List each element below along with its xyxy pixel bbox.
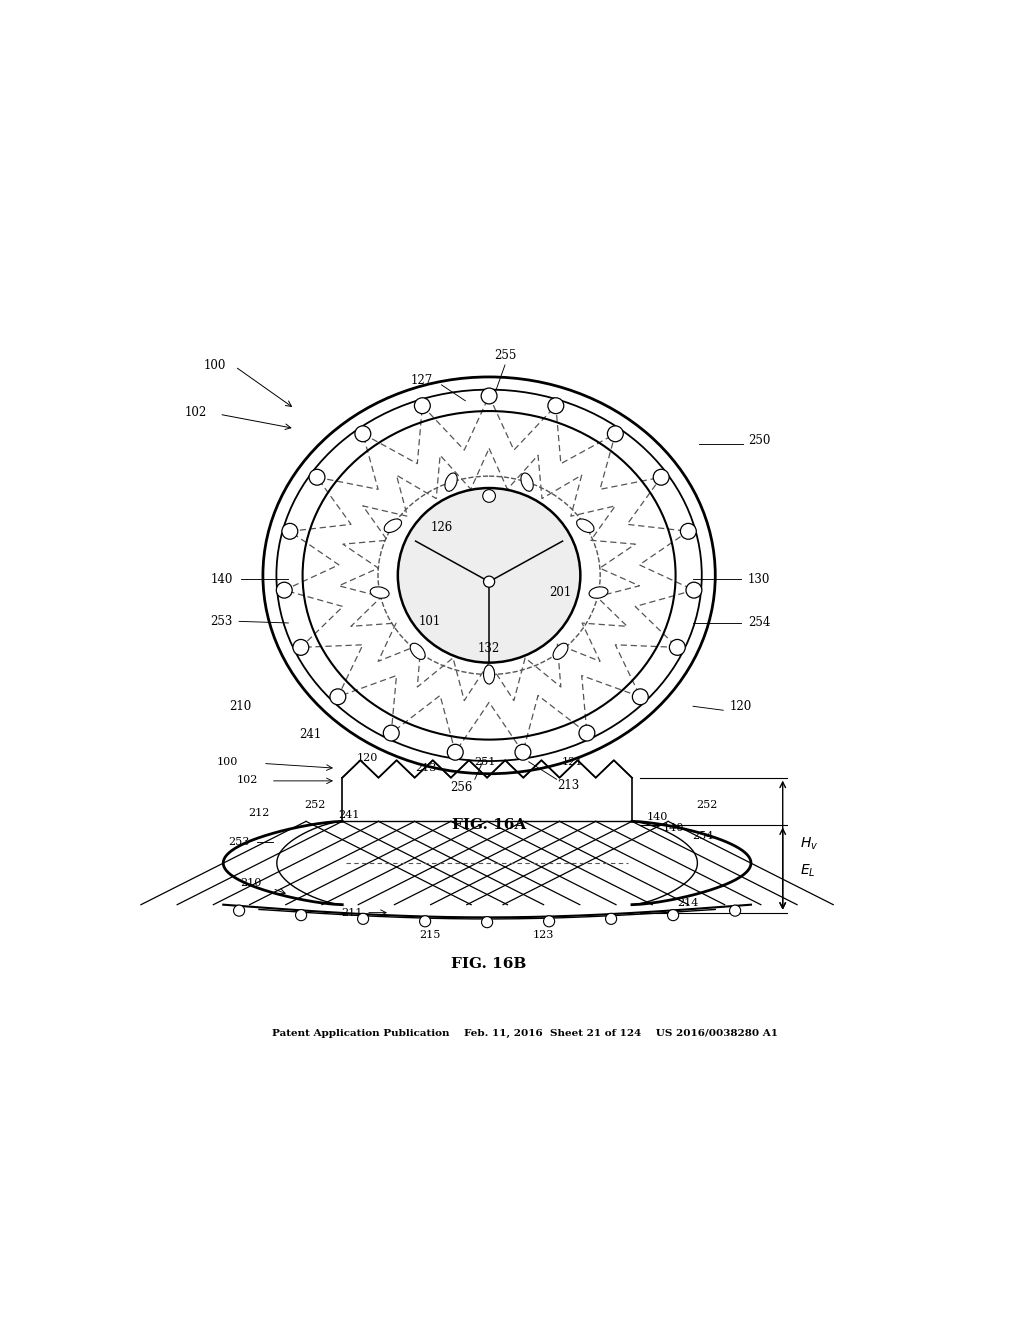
Text: 210: 210 <box>241 878 262 888</box>
Text: 123: 123 <box>532 929 554 940</box>
Text: 253: 253 <box>228 837 250 847</box>
Text: FIG. 16B: FIG. 16B <box>452 957 526 972</box>
Text: 140: 140 <box>211 573 232 586</box>
Text: 252: 252 <box>304 800 326 810</box>
Circle shape <box>233 906 245 916</box>
Circle shape <box>420 916 431 927</box>
Text: $E_L$: $E_L$ <box>800 863 816 879</box>
Text: 210: 210 <box>229 700 252 713</box>
Text: 255: 255 <box>494 348 516 362</box>
Ellipse shape <box>589 587 608 598</box>
Text: 214: 214 <box>677 898 698 908</box>
Text: 254: 254 <box>748 616 770 630</box>
Text: 130: 130 <box>748 573 770 586</box>
Text: 213: 213 <box>415 763 436 774</box>
Text: Patent Application Publication    Feb. 11, 2016  Sheet 21 of 124    US 2016/0038: Patent Application Publication Feb. 11, … <box>271 1028 778 1038</box>
Circle shape <box>680 523 696 540</box>
Text: 102: 102 <box>237 775 258 785</box>
Text: 211: 211 <box>341 908 362 917</box>
Circle shape <box>330 689 346 705</box>
Circle shape <box>415 397 430 413</box>
Circle shape <box>282 523 298 540</box>
Circle shape <box>668 909 679 920</box>
Text: 120: 120 <box>729 700 752 713</box>
Circle shape <box>481 916 493 928</box>
Ellipse shape <box>483 665 495 684</box>
Text: 201: 201 <box>550 586 571 599</box>
Text: $H_v$: $H_v$ <box>800 836 818 851</box>
Text: 120: 120 <box>357 752 378 763</box>
Text: 213: 213 <box>557 779 580 792</box>
Text: 100: 100 <box>204 359 226 371</box>
Text: 140: 140 <box>646 812 668 822</box>
Text: 132: 132 <box>478 642 500 655</box>
Circle shape <box>296 909 306 920</box>
Text: 212: 212 <box>248 808 269 818</box>
Circle shape <box>276 582 292 598</box>
Circle shape <box>633 689 648 705</box>
Circle shape <box>483 576 495 587</box>
Text: 102: 102 <box>184 407 207 420</box>
Ellipse shape <box>553 643 568 660</box>
Ellipse shape <box>397 488 581 663</box>
Text: 253: 253 <box>211 615 232 628</box>
Circle shape <box>481 388 497 404</box>
Circle shape <box>293 639 309 655</box>
Text: 215: 215 <box>419 929 440 940</box>
Circle shape <box>447 744 463 760</box>
Circle shape <box>686 582 701 598</box>
Ellipse shape <box>384 519 401 532</box>
Text: 251: 251 <box>474 756 496 767</box>
Ellipse shape <box>577 519 594 532</box>
Circle shape <box>653 470 669 486</box>
Circle shape <box>548 397 564 413</box>
Circle shape <box>357 913 369 924</box>
Circle shape <box>579 725 595 741</box>
Text: 241: 241 <box>338 810 359 820</box>
Circle shape <box>670 639 685 655</box>
Text: 252: 252 <box>696 800 718 810</box>
Text: 101: 101 <box>419 615 440 628</box>
Text: 254: 254 <box>692 830 714 841</box>
Text: FIG. 16A: FIG. 16A <box>452 818 526 833</box>
Circle shape <box>482 490 496 503</box>
Circle shape <box>383 725 399 741</box>
Text: 121: 121 <box>562 756 583 767</box>
Text: 126: 126 <box>430 521 453 535</box>
Text: 100: 100 <box>216 756 238 767</box>
Circle shape <box>729 906 740 916</box>
Circle shape <box>607 426 624 442</box>
Ellipse shape <box>521 473 534 491</box>
Text: 127: 127 <box>411 375 433 387</box>
Text: 250: 250 <box>748 434 770 447</box>
Circle shape <box>605 913 616 924</box>
Ellipse shape <box>411 643 425 660</box>
Text: 241: 241 <box>299 727 322 741</box>
Circle shape <box>355 426 371 442</box>
Text: 256: 256 <box>451 780 472 793</box>
Circle shape <box>309 470 325 486</box>
Ellipse shape <box>445 473 458 491</box>
Circle shape <box>544 916 555 927</box>
Circle shape <box>515 744 530 760</box>
Ellipse shape <box>371 587 389 598</box>
Text: 140: 140 <box>663 822 684 833</box>
